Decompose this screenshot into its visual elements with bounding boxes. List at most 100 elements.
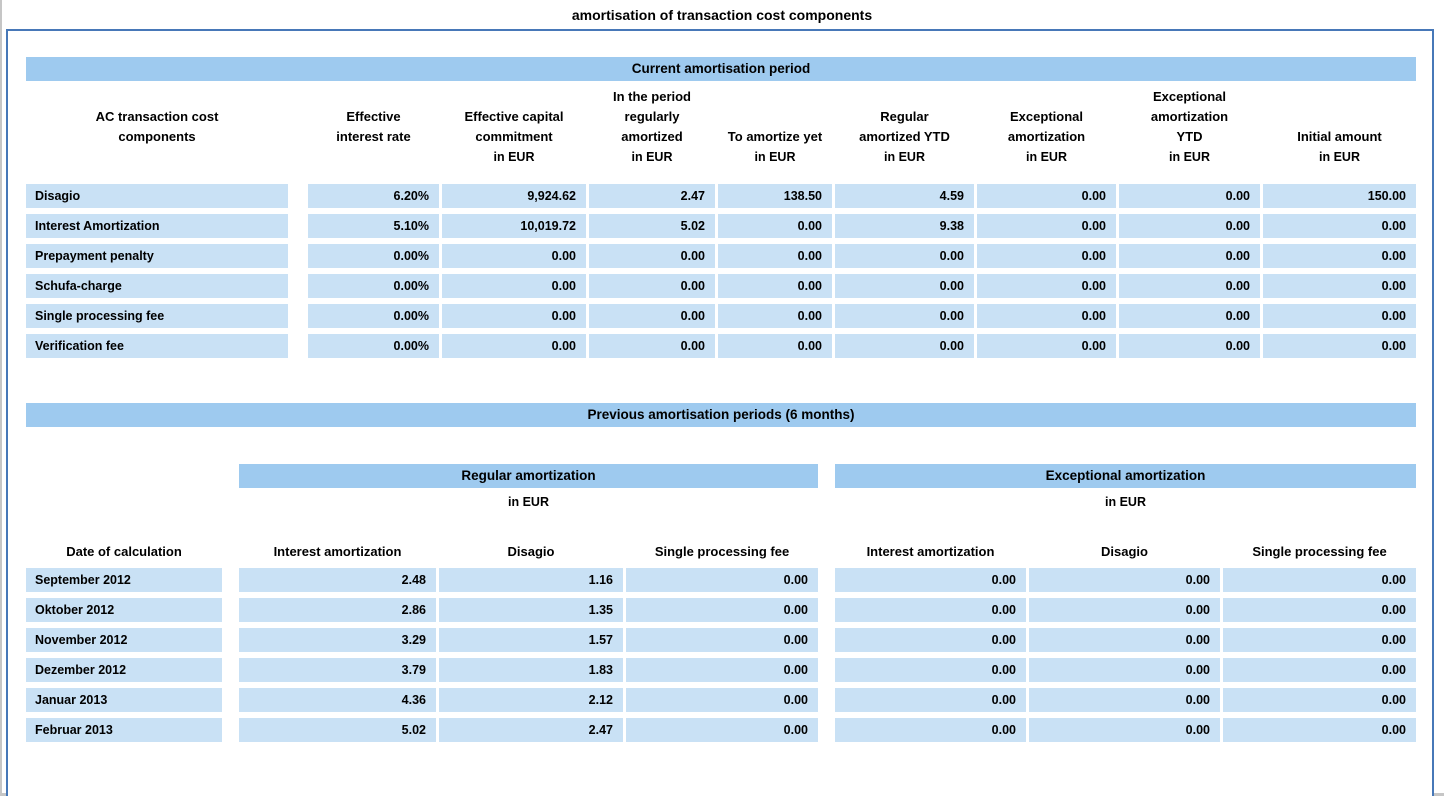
- value-cell: 0.00%: [308, 274, 439, 298]
- table-row: September 2012 2.48 1.16 0.00 0.00 0.00 0.00: [26, 568, 1416, 592]
- column-gap: [225, 568, 236, 592]
- sub-column-header: Single processing fee: [654, 544, 790, 559]
- value-cell: 0.00: [977, 274, 1116, 298]
- value-cell: 0.00: [835, 568, 1026, 592]
- value-cell: 0.00: [1029, 688, 1220, 712]
- column-gap: [225, 598, 236, 622]
- value-cell: 1.57: [439, 628, 623, 652]
- value-cell: 0.00: [1263, 274, 1416, 298]
- column-unit: in EUR: [493, 150, 535, 164]
- table-row: Schufa-charge 0.00% 0.00 0.00 0.00 0.00 0.00 0.…: [26, 274, 1416, 298]
- value-cell: 3.79: [239, 658, 436, 682]
- column-gap: [291, 274, 305, 298]
- sub-column-header: Interest amortization: [273, 544, 402, 559]
- value-cell: 0.00: [835, 244, 974, 268]
- value-cell: 0.00: [626, 628, 818, 652]
- previous-table-body: September 2012 2.48 1.16 0.00 0.00 0.00 0.00 Ok…: [26, 568, 1416, 742]
- value-cell: 0.00: [626, 598, 818, 622]
- column-header-line: components: [118, 129, 196, 144]
- value-cell: 0.00: [977, 334, 1116, 358]
- column-header-line: interest rate: [336, 129, 411, 144]
- value-cell: 0.00: [1029, 658, 1220, 682]
- column-unit: [308, 147, 439, 168]
- value-cell: 4.36: [239, 688, 436, 712]
- value-cell: 2.47: [439, 718, 623, 742]
- table-row: Interest Amortization 5.10% 10,019.72 5.02 0…: [26, 214, 1416, 238]
- value-cell: 0.00: [1223, 628, 1416, 652]
- value-cell: 0.00: [835, 274, 974, 298]
- value-cell: 0.00: [977, 184, 1116, 208]
- column-header-line: In the period: [613, 89, 691, 104]
- column-unit: in EUR: [1169, 150, 1210, 164]
- sub-column-header: Disagio: [1101, 544, 1148, 559]
- value-cell: 0.00: [835, 658, 1026, 682]
- value-cell: 0.00: [835, 598, 1026, 622]
- value-cell: 0.00: [589, 244, 715, 268]
- value-cell: 0.00: [718, 334, 832, 358]
- row-label-cell: Februar 2013: [26, 718, 222, 742]
- value-cell: 0.00: [1029, 718, 1220, 742]
- report-frame: Current amortisation period AC transacti…: [6, 29, 1434, 796]
- row-label-cell: Single processing fee: [26, 304, 288, 328]
- table-row: Verification fee 0.00% 0.00 0.00 0.00 0.00 0.0…: [26, 334, 1416, 358]
- table-row: Dezember 2012 3.79 1.83 0.00 0.00 0.00 0.00: [26, 658, 1416, 682]
- table-row: Disagio 6.20% 9,924.62 2.47 138.50 4.59 0.00 0.…: [26, 184, 1416, 208]
- column-gap: [821, 628, 832, 652]
- value-cell: 0.00: [442, 334, 586, 358]
- value-cell: 1.16: [439, 568, 623, 592]
- group-unit-exceptional: in EUR: [1105, 495, 1146, 509]
- column-header-line: YTD: [1176, 129, 1203, 144]
- column-gap: [291, 334, 305, 358]
- column-gap: [225, 718, 236, 742]
- value-cell: 150.00: [1263, 184, 1416, 208]
- column-gap: [821, 718, 832, 742]
- sub-column-header: Disagio: [507, 544, 555, 559]
- row-label-cell: Oktober 2012: [26, 598, 222, 622]
- value-cell: 3.29: [239, 628, 436, 652]
- value-cell: 0.00: [1029, 598, 1220, 622]
- value-cell: 0.00: [626, 688, 818, 712]
- row-label-cell: Interest Amortization: [26, 214, 288, 238]
- value-cell: 0.00: [1119, 244, 1260, 268]
- column-header-line: amortization: [1150, 109, 1229, 124]
- table-row: Prepayment penalty 0.00% 0.00 0.00 0.00 0.00 0…: [26, 244, 1416, 268]
- value-cell: 0.00: [1119, 334, 1260, 358]
- value-cell: 0.00: [1223, 718, 1416, 742]
- column-gap: [291, 214, 305, 238]
- value-cell: 10,019.72: [442, 214, 586, 238]
- value-cell: 0.00: [835, 688, 1026, 712]
- value-cell: 0.00: [1119, 184, 1260, 208]
- value-cell: 2.47: [589, 184, 715, 208]
- value-cell: 2.48: [239, 568, 436, 592]
- value-cell: 0.00: [1223, 688, 1416, 712]
- value-cell: 6.20%: [308, 184, 439, 208]
- value-cell: 0.00: [718, 304, 832, 328]
- value-cell: 0.00: [1223, 598, 1416, 622]
- column-gap: [821, 568, 832, 592]
- row-label-cell: Verification fee: [26, 334, 288, 358]
- column-unit: in EUR: [1026, 150, 1067, 164]
- column-header-line: commitment: [475, 129, 553, 144]
- value-cell: 0.00: [1223, 658, 1416, 682]
- column-header-line: Exceptional: [1153, 89, 1226, 104]
- page-title: amortisation of transaction cost compone…: [571, 7, 873, 23]
- table-row: Oktober 2012 2.86 1.35 0.00 0.00 0.00 0.00: [26, 598, 1416, 622]
- column-header-line: Effective: [346, 109, 401, 124]
- value-cell: 0.00: [977, 304, 1116, 328]
- value-cell: 1.83: [439, 658, 623, 682]
- row-label-cell: Schufa-charge: [26, 274, 288, 298]
- value-cell: 0.00: [589, 304, 715, 328]
- sub-column-header: Interest amortization: [866, 544, 995, 559]
- previous-table-header-row: Date of calculation Interest amortization…: [26, 542, 1416, 562]
- row-label-cell: November 2012: [26, 628, 222, 652]
- value-cell: 0.00%: [308, 244, 439, 268]
- row-label-cell: September 2012: [26, 568, 222, 592]
- column-gap: [225, 658, 236, 682]
- column-header-line: AC transaction cost: [95, 109, 219, 124]
- column-gap: [291, 304, 305, 328]
- column-header: To amortize yet in EUR: [718, 127, 832, 168]
- column-gap: [225, 628, 236, 652]
- column-header: Exceptional amortization YTD in EUR: [1119, 87, 1260, 168]
- group-header-exceptional: Exceptional amortization: [835, 464, 1416, 488]
- value-cell: 0.00: [1263, 214, 1416, 238]
